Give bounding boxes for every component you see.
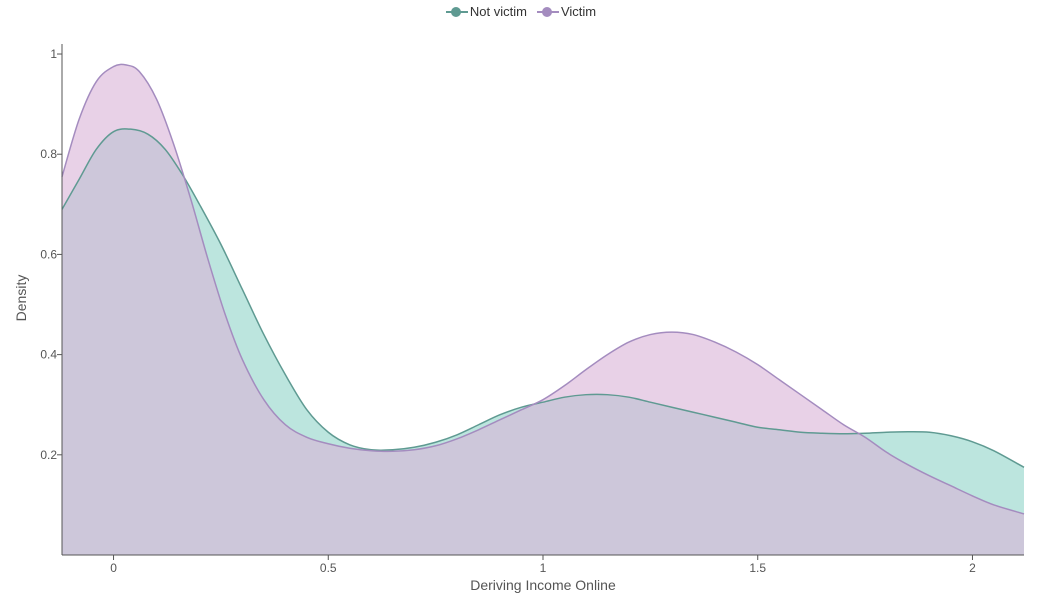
x-tick-label: 0.5 [320, 561, 337, 575]
legend-label-not-victim: Not victim [469, 4, 527, 19]
y-tick-label: 1 [50, 47, 57, 61]
legend-marker-not-victim [445, 6, 468, 18]
x-tick-label: 0 [110, 561, 117, 575]
legend-item-victim[interactable]: Victim [536, 4, 597, 19]
x-ticks: 0 0.5 1 1.5 2 [110, 555, 976, 575]
y-ticks: 0.2 0.4 0.6 0.8 1 [40, 47, 62, 462]
x-tick-label: 1.5 [749, 561, 766, 575]
y-tick-label: 0.6 [40, 247, 57, 261]
x-axis-label: Deriving Income Online [470, 577, 616, 593]
y-tick-label: 0.2 [40, 448, 57, 462]
x-tick-label: 1 [540, 561, 547, 575]
x-tick-label: 2 [969, 561, 976, 575]
line-victim [61, 63, 1025, 515]
area-victim [62, 64, 1024, 556]
y-axis-label: Density [13, 275, 29, 322]
plot-areas [61, 63, 1025, 556]
legend-marker-victim [536, 6, 559, 18]
y-tick-label: 0.8 [40, 147, 57, 161]
legend-label-victim: Victim [560, 4, 597, 19]
legend-item-not-victim[interactable]: Not victim [445, 4, 527, 19]
line-not-victim [61, 128, 1025, 468]
legend: Not victim Victim [0, 4, 1042, 19]
y-tick-label: 0.4 [40, 348, 57, 362]
